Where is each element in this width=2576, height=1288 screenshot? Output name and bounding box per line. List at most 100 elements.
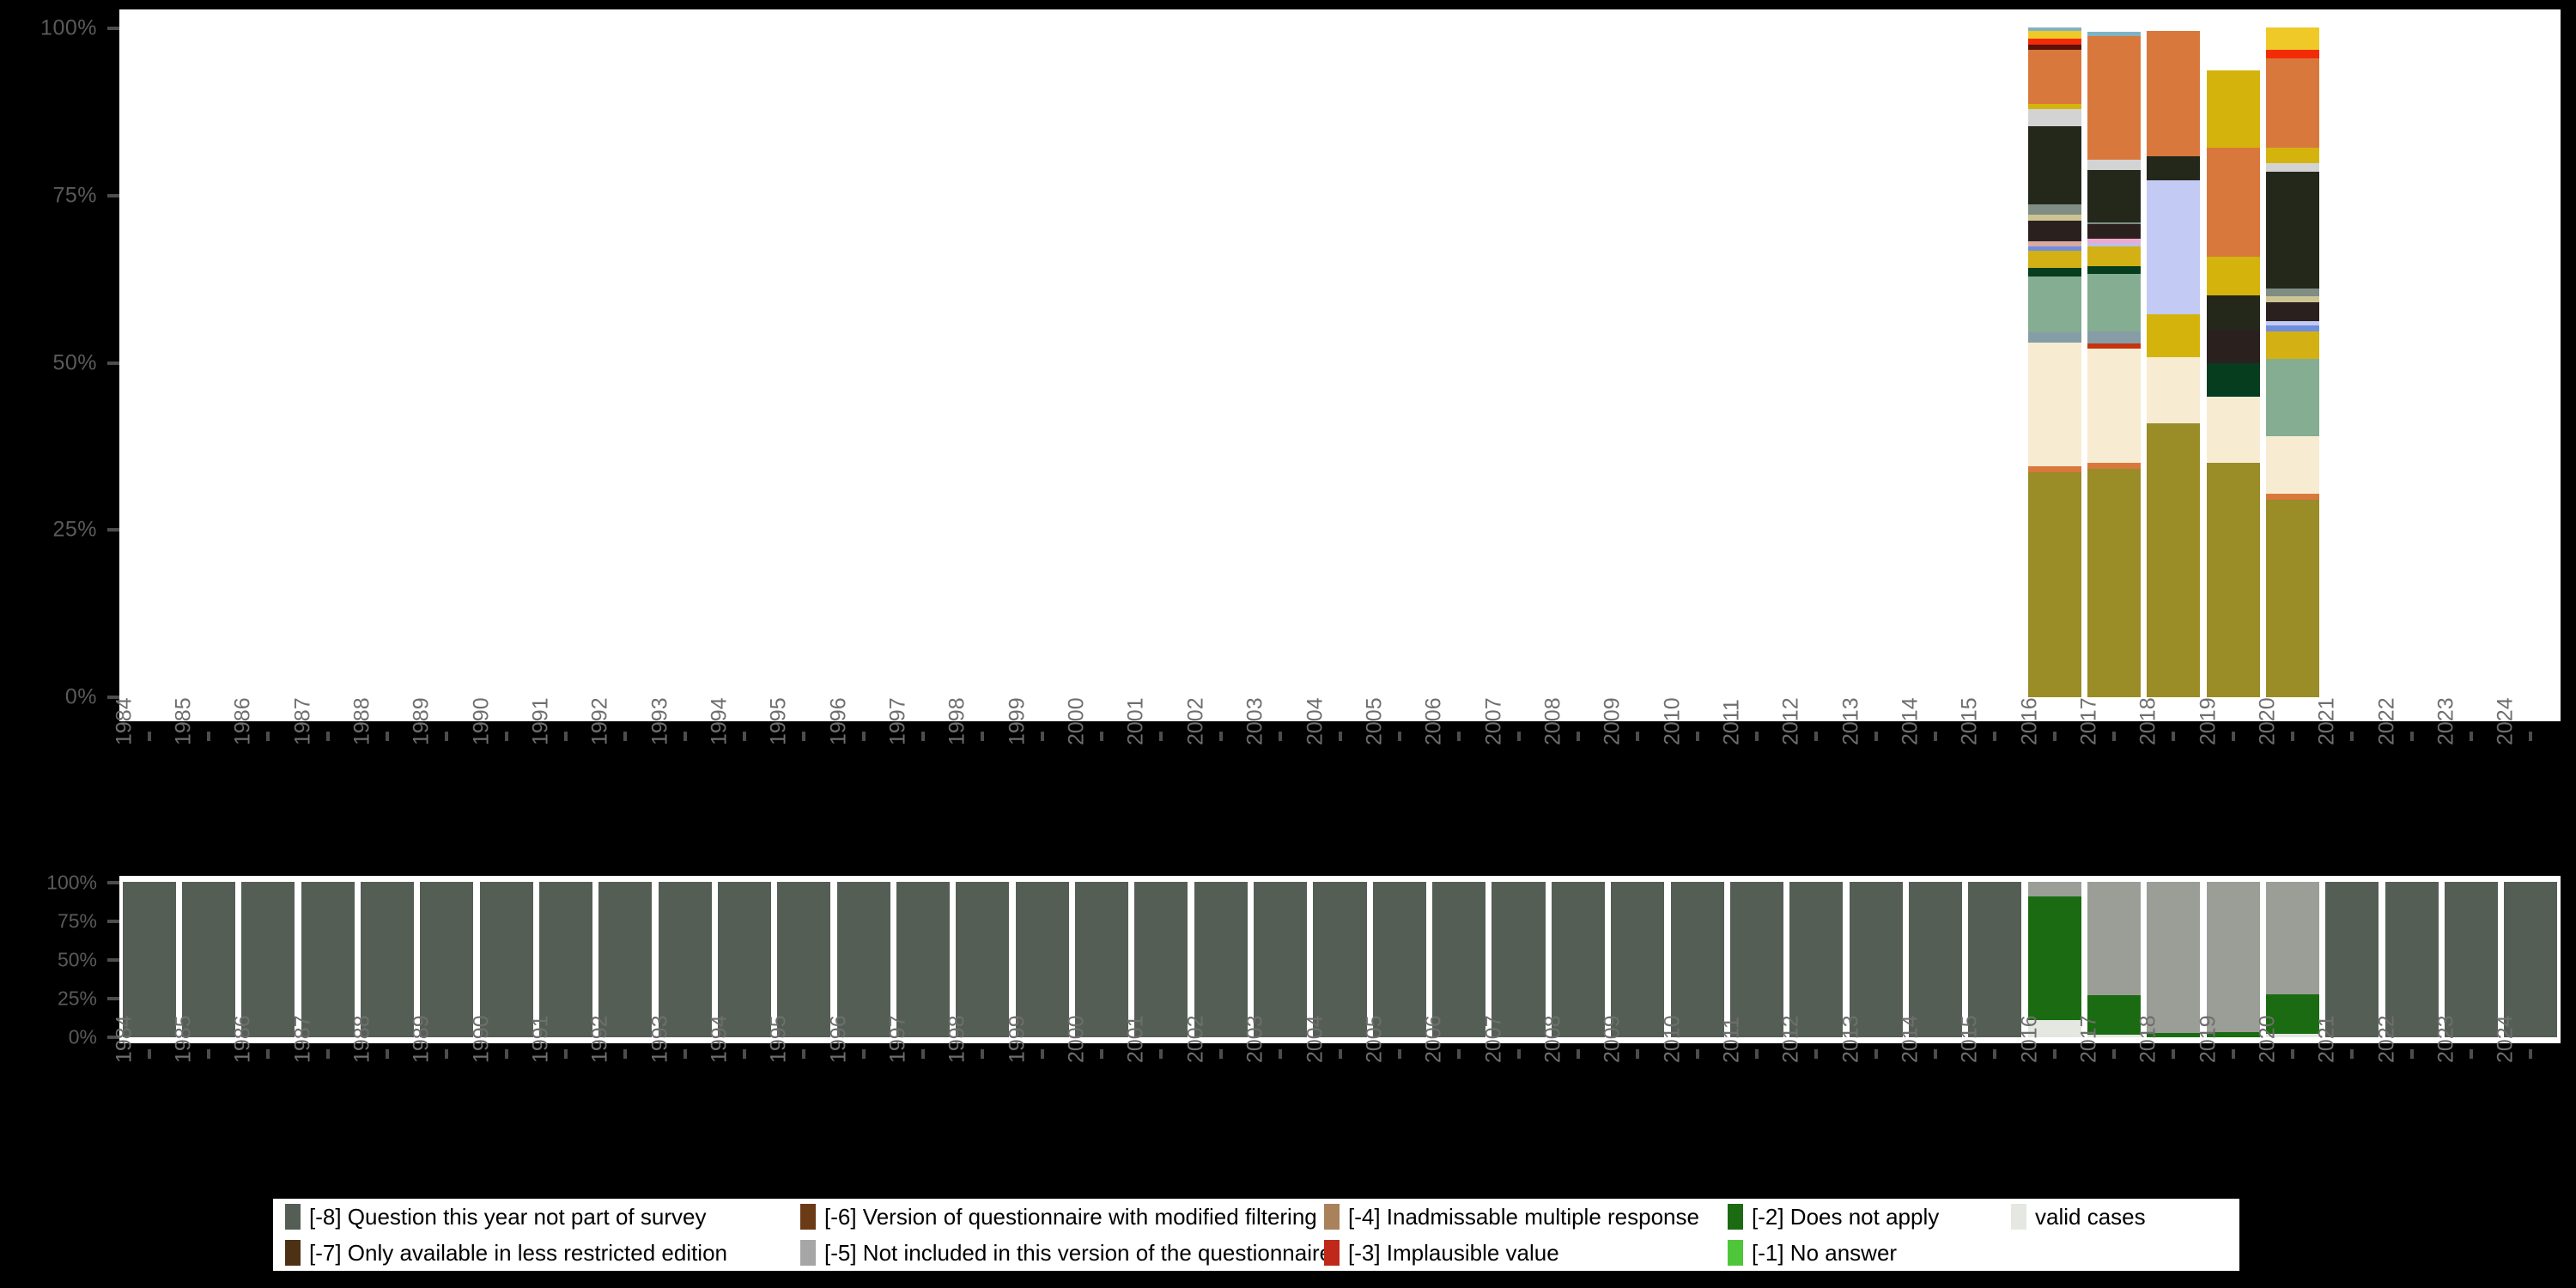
bar-segment	[361, 882, 415, 1037]
bar-segment	[539, 882, 593, 1037]
legend-item-minus5[interactable]: [-5] Not included in this version of the…	[800, 1240, 1332, 1267]
bar-segment	[2027, 213, 2081, 221]
legend-swatch-icon	[800, 1204, 816, 1230]
legend-item-minus2[interactable]: [-2] Does not apply	[1728, 1204, 2011, 1230]
bar-segment	[2027, 882, 2081, 897]
y-tick-mark	[107, 920, 119, 923]
bar-segment	[2087, 882, 2141, 995]
bar-1986	[241, 882, 295, 1037]
bar-1993	[658, 882, 712, 1037]
x-tick-label: 2011	[1719, 1017, 1744, 1063]
bar-segment	[241, 882, 295, 1037]
x-tick-label: 2003	[1242, 697, 1267, 745]
x-tick-label: 2001	[1123, 697, 1148, 745]
x-tick-mark	[1159, 732, 1163, 741]
y-tick-mark	[107, 696, 119, 699]
y-tick-mark	[107, 1036, 119, 1039]
legend-item-minus7[interactable]: [-7] Only available in less restricted e…	[285, 1240, 800, 1267]
bar-2004	[1313, 882, 1367, 1037]
bar-segment	[598, 882, 653, 1037]
x-tick-mark	[266, 732, 270, 741]
bar-segment	[1729, 882, 1783, 1037]
x-tick-label: 1994	[707, 1015, 732, 1063]
x-tick-label: 2007	[1481, 697, 1506, 745]
legend-item-minus6[interactable]: [-6] Version of questionnaire with modif…	[800, 1204, 1324, 1230]
x-tick-label: 1986	[230, 1015, 255, 1063]
bar-1988	[361, 882, 415, 1037]
bar-2005	[1372, 882, 1426, 1037]
bar-segment	[2087, 169, 2141, 222]
top-chart-x-axis: 1984 1985 1986 1987 1988 1989 1990 1991 1992 1993…	[112, 697, 2561, 835]
x-tick-mark	[1218, 1049, 1223, 1059]
x-tick-mark	[445, 732, 449, 741]
legend-item-valid-cases[interactable]: valid cases	[2011, 1204, 2251, 1230]
x-tick-label: 2008	[1540, 697, 1565, 745]
x-tick-mark	[743, 1049, 747, 1059]
y-tick-mark	[107, 27, 119, 30]
x-tick-mark	[1040, 732, 1044, 741]
x-tick-mark	[1100, 732, 1104, 741]
x-tick-label: 2015	[1957, 697, 1982, 745]
x-tick-label: 2013	[1838, 697, 1863, 745]
x-tick-mark	[1933, 732, 1937, 741]
x-tick-mark	[1516, 1049, 1521, 1059]
x-tick-mark	[1874, 1049, 1878, 1059]
bar-segment	[2087, 273, 2141, 331]
x-tick-label: 1993	[647, 697, 672, 745]
bar-segment	[2027, 250, 2081, 268]
bar-segment	[2027, 49, 2081, 105]
chart-legend: [-8] Question this year not part of surv…	[273, 1199, 2239, 1271]
x-tick-mark	[2290, 732, 2294, 741]
bar-segment	[836, 882, 890, 1037]
x-tick-label: 1995	[766, 1015, 791, 1063]
bar-segment	[1015, 882, 1069, 1037]
x-tick-label: 1984	[112, 697, 137, 745]
legend-item-minus4[interactable]: [-4] Inadmissable multiple response	[1324, 1204, 1728, 1230]
bar-segment	[1492, 882, 1546, 1037]
bar-segment	[1789, 882, 1844, 1037]
x-tick-label: 1996	[826, 697, 851, 745]
legend-swatch-icon	[1728, 1204, 1743, 1230]
legend-item-minus1[interactable]: [-1] No answer	[1728, 1240, 2011, 1267]
x-tick-mark	[1040, 1049, 1044, 1059]
bar-segment	[2265, 358, 2319, 437]
x-tick-label: 1985	[171, 697, 196, 745]
x-tick-label: 1986	[230, 697, 255, 745]
bar-2002	[1194, 882, 1248, 1037]
bar-segment	[2087, 993, 2141, 1036]
legend-item-minus3[interactable]: [-3] Implausible value	[1324, 1240, 1728, 1267]
bar-segment	[2206, 70, 2260, 148]
bar-1995	[777, 882, 831, 1037]
x-tick-mark	[802, 732, 806, 741]
bar-segment	[2027, 1019, 2081, 1037]
x-tick-mark	[921, 732, 926, 741]
bar-2011	[1729, 882, 1783, 1037]
bar-segment	[1372, 882, 1426, 1037]
bar-segment	[2444, 882, 2498, 1037]
x-tick-label: 2015	[1957, 1015, 1982, 1063]
x-tick-label: 1987	[290, 697, 315, 745]
bar-1992	[598, 882, 653, 1037]
bar-2001	[1134, 882, 1188, 1037]
bar-segment	[1254, 882, 1308, 1037]
x-tick-mark	[2172, 732, 2176, 741]
legend-item-minus8[interactable]: [-8] Question this year not part of surv…	[285, 1204, 800, 1230]
x-tick-mark	[861, 732, 866, 741]
x-tick-label: 2022	[2374, 697, 2399, 745]
bar-segment	[2087, 343, 2141, 349]
bar-segment	[2087, 222, 2141, 225]
x-tick-label: 1987	[290, 1015, 315, 1063]
bar-2017	[2087, 32, 2141, 697]
x-tick-label: 2024	[2493, 1015, 2518, 1063]
bar-segment	[2265, 27, 2319, 50]
x-tick-label: 2012	[1778, 1015, 1803, 1063]
bar-segment	[2265, 331, 2319, 359]
x-tick-label: 2023	[2433, 1015, 2458, 1063]
bar-segment	[301, 882, 355, 1037]
bar-2006	[1432, 882, 1486, 1037]
x-tick-mark	[2409, 732, 2414, 741]
bar-segment	[2087, 246, 2141, 267]
x-tick-label: 2000	[1064, 1015, 1089, 1063]
bar-2013	[1849, 882, 1903, 1037]
y-tick-label: 100%	[46, 871, 97, 894]
